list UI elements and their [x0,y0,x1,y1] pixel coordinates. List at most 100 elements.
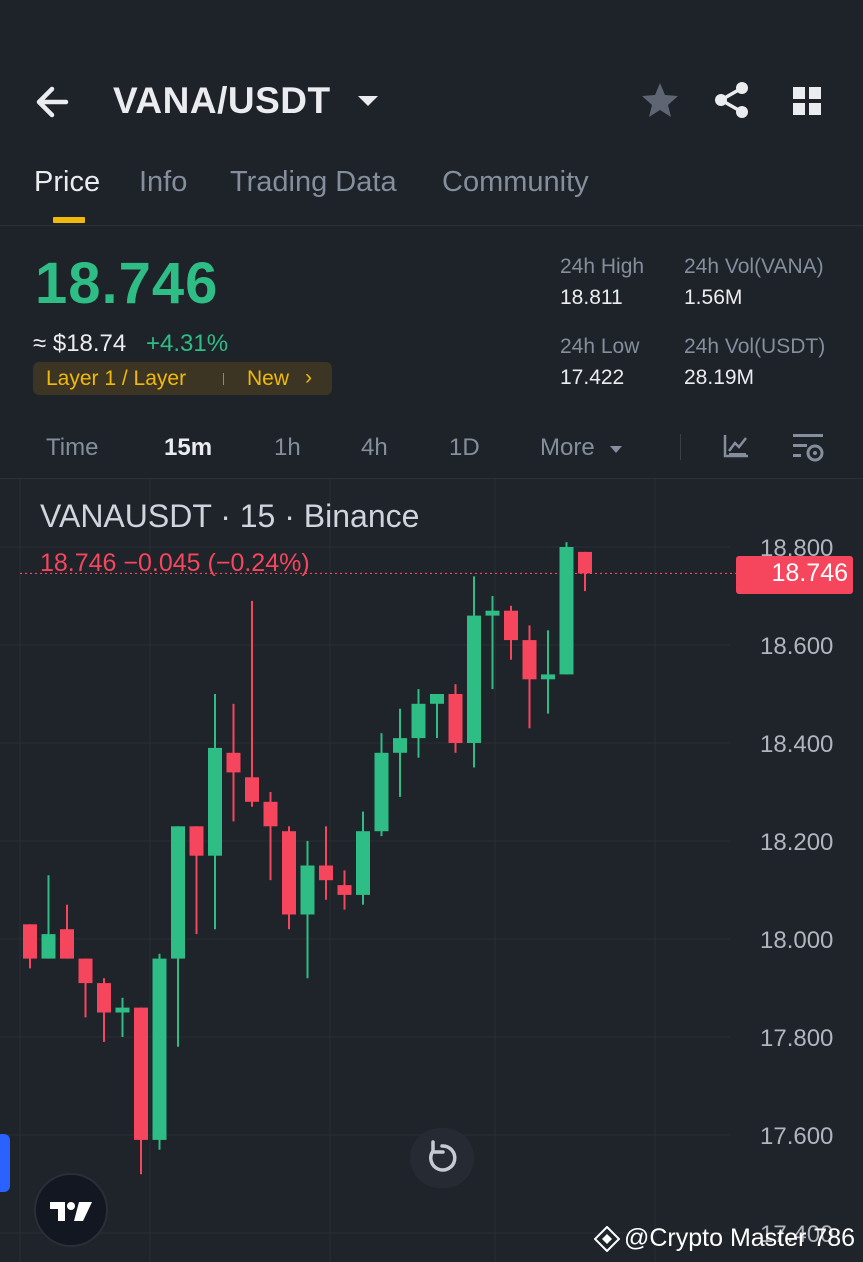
binance-diamond-icon [593,1225,621,1257]
candle [541,630,555,714]
vol-base-label: 24h Vol(VANA) [684,255,824,278]
candle-body [356,831,370,895]
category-tag-label: Layer 1 / Layer [46,367,187,390]
last-price: 18.746 [35,251,219,316]
candle-body [152,958,167,1140]
low-value: 17.422 [560,366,625,389]
vol-quote-label: 24h Vol(USDT) [684,335,826,358]
candle [430,694,444,739]
new-badge: New [247,367,290,390]
candle [356,811,370,905]
y-axis-label: 18.200 [760,829,833,856]
chevron-right-icon: › [305,366,312,389]
reset-chart-button[interactable] [410,1128,474,1188]
candle-body [485,610,500,616]
candle-body [504,610,518,641]
share-icon[interactable] [712,80,752,125]
tf-more[interactable]: More [540,434,595,461]
candle [97,978,111,1042]
candle-body [41,934,56,959]
back-arrow-icon [36,86,69,118]
back-button[interactable] [30,78,82,126]
candle [208,694,222,930]
caret-down-icon[interactable] [356,94,380,113]
y-axis-label: 17.600 [760,1123,833,1150]
candle-body [208,747,222,856]
category-tag[interactable] [33,362,332,395]
candle [411,689,426,758]
toolbar-divider [680,434,681,460]
candle-body [393,738,407,753]
candle [189,826,204,935]
y-axis-label: 17.800 [760,1025,833,1052]
tf-time[interactable]: Time [46,434,99,461]
candle [485,596,500,690]
candle-body [226,752,241,773]
candle-body [134,1007,148,1140]
tab-info[interactable]: Info [139,166,188,198]
candle-body [245,777,259,802]
candle-body [300,865,315,915]
candle-body [522,640,537,680]
candle [78,958,93,1018]
tab-price[interactable]: Price [34,166,101,198]
tab-trading-data[interactable]: Trading Data [230,166,397,198]
indicator-icon[interactable] [722,433,750,464]
pair-title[interactable]: VANA/USDT [113,80,331,121]
candle-body [263,801,278,827]
candle [60,904,74,959]
high-label: 24h High [560,255,645,278]
chart-symbol-legend: VANAUSDT · 15 · Binance [40,498,420,534]
candle [226,703,241,822]
toolbar-bottom-divider [0,478,863,479]
candle-body [78,958,93,984]
last-price-tag [736,556,853,594]
candle-body [411,703,426,739]
chart-settings-icon[interactable] [791,432,825,469]
candle [245,600,259,807]
chart-canvas: 18.80018.60018.40018.20018.00017.80017.6… [0,479,833,1262]
tf-15m[interactable]: 15m [164,434,213,461]
candle [171,826,185,1047]
candle-body [578,551,592,574]
candle [263,792,278,881]
tab-community[interactable]: Community [442,166,589,198]
candle-body [448,694,463,743]
active-tab-indicator [53,217,85,223]
candle-body [430,694,444,704]
candle-body [189,826,204,856]
candle-body [97,983,111,1013]
y-axis-label: 18.400 [760,731,833,758]
candle [578,551,592,592]
y-axis-label: 17.400 [760,1221,833,1248]
star-icon[interactable] [640,80,680,125]
y-axis-label: 18.000 [760,927,833,954]
tf-4h[interactable]: 4h [361,434,388,461]
change-percent: +4.31% [146,330,229,357]
fiat-price: ≈ $18.74 [33,330,127,357]
candle-body [115,1007,130,1013]
more-caret-icon [609,441,623,459]
vol-base-value: 1.56M [684,286,743,309]
candle [559,542,574,675]
candle [319,826,333,900]
tf-1h[interactable]: 1h [274,434,301,461]
candle [23,924,37,969]
vol-quote-value: 28.19M [684,366,755,389]
candle-body [559,547,574,675]
candle-body [319,865,333,881]
candle-body [467,615,481,743]
chart-ohlc-legend: 18.746 −0.045 (−0.24%) [40,549,310,577]
candle [467,576,481,768]
tradingview-logo[interactable] [34,1173,108,1247]
candle [300,841,315,979]
candle-body [60,929,74,959]
last-price-tag-label: 18.746 [771,559,848,587]
candle-body [23,924,37,959]
candle [374,733,389,837]
tag-divider [223,373,224,385]
grid-icon[interactable] [790,84,824,123]
candle [152,953,167,1150]
tf-1d[interactable]: 1D [449,434,480,461]
drawing-toolbar-handle[interactable] [0,1134,10,1192]
